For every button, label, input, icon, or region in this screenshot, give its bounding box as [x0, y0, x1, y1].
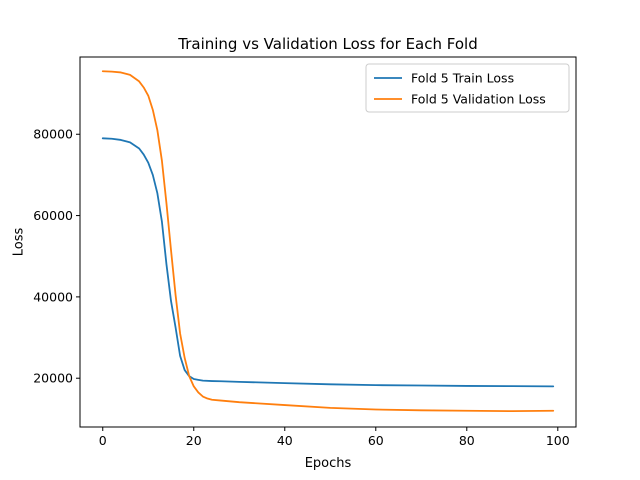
y-tick-label: 60000: [33, 208, 73, 223]
x-tick-label: 40: [277, 433, 293, 448]
y-axis-label: Loss: [12, 228, 27, 257]
series-line-2: [101, 70, 555, 413]
x-tick-label: 60: [368, 433, 384, 448]
legend-label: Fold 5 Train Loss: [411, 70, 514, 85]
plot-area: [101, 70, 555, 413]
x-tick-label: 0: [99, 433, 107, 448]
legend-label: Fold 5 Validation Loss: [411, 91, 546, 106]
y-tick-label: 20000: [33, 371, 73, 386]
y-tick-label: 40000: [33, 289, 73, 304]
y-axis: 20000 40000 60000 80000: [33, 127, 80, 386]
x-axis: 0 20 40 60 80 100: [99, 427, 570, 448]
x-axis-label: Epochs: [305, 456, 352, 471]
x-tick-label: 80: [459, 433, 475, 448]
y-tick-label: 80000: [33, 127, 73, 142]
series-line-1: [101, 137, 555, 388]
chart-title: Training vs Validation Loss for Each Fol…: [177, 35, 477, 53]
legend-box: [365, 63, 570, 113]
axes-frame: [79, 56, 577, 428]
x-tick-label: 100: [546, 433, 570, 448]
x-tick-label: 20: [186, 433, 202, 448]
legend: Fold 5 Train Loss Fold 5 Validation Loss: [365, 63, 570, 113]
